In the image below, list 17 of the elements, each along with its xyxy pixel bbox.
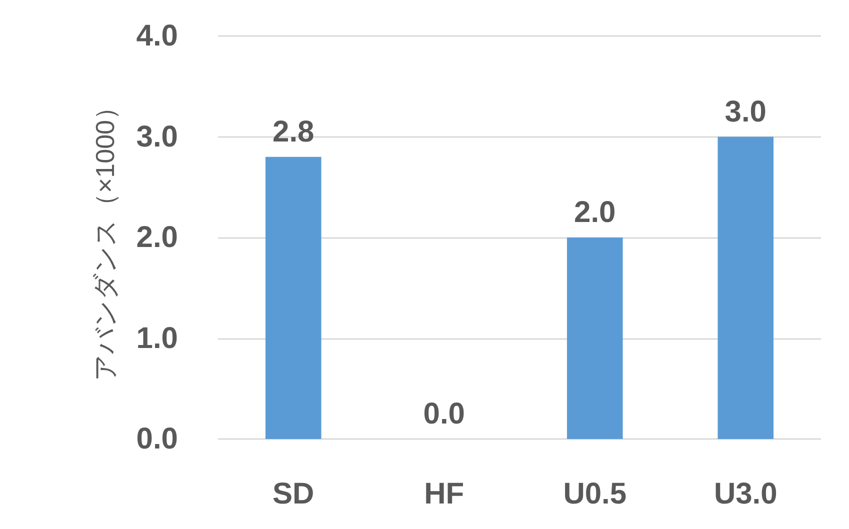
bar [718, 136, 774, 439]
data-label: 3.0 [724, 95, 766, 128]
x-tick-label: SD [272, 478, 314, 510]
y-tick-label: 1.0 [136, 322, 178, 355]
data-label: 2.8 [272, 115, 314, 148]
bar [566, 238, 623, 439]
x-tick-label: U0.5 [563, 478, 627, 510]
y-tick-label: 0.0 [136, 422, 178, 456]
data-label: 2.0 [574, 196, 616, 229]
x-tick-label: U3.0 [714, 478, 778, 510]
y-tick-label: 3.0 [136, 120, 178, 154]
y-tick-label: 4.0 [136, 20, 178, 52]
x-tick-label: HF [424, 478, 464, 510]
bar [265, 156, 322, 439]
y-axis-title: アバンダンス（×1000） [90, 94, 120, 382]
data-label: 0.0 [423, 398, 465, 430]
y-tick-label: 2.0 [136, 221, 178, 254]
